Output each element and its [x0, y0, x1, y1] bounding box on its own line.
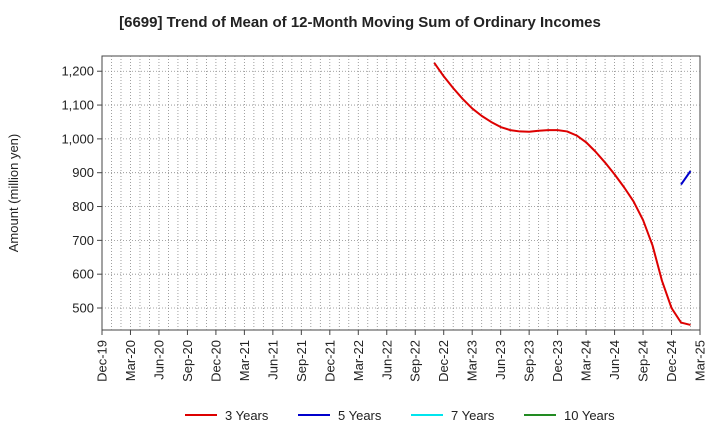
legend: 3 Years 5 Years 7 Years 10 Years	[185, 408, 615, 423]
x-tick-label: Mar-20	[123, 340, 138, 381]
x-tick-label: Mar-25	[693, 340, 708, 381]
y-tick-label: 600	[72, 267, 94, 282]
x-tick-label: Dec-22	[436, 340, 451, 382]
series-lines	[433, 62, 692, 326]
legend-label: 5 Years	[338, 408, 382, 423]
series-line-5-years	[680, 170, 692, 186]
y-tick-label: 700	[72, 233, 94, 248]
x-tick-label: Dec-24	[664, 340, 679, 382]
y-tick-label: 1,000	[61, 131, 94, 146]
x-axis: Dec-19 Mar-20 Jun-20 Sep-20 Dec-20 Mar-21 Jun-…	[95, 330, 708, 382]
y-tick-label: 1,200	[61, 64, 94, 79]
x-tick-label: Mar-23	[465, 340, 480, 381]
x-tick-label: Dec-21	[322, 340, 337, 382]
grid	[102, 56, 700, 330]
legend-label: 7 Years	[451, 408, 495, 423]
x-tick-label: Dec-20	[208, 340, 223, 382]
x-tick-label: Mar-24	[579, 340, 594, 381]
legend-label: 10 Years	[564, 408, 615, 423]
y-axis-label: Amount (million yen)	[6, 134, 21, 253]
legend-label: 3 Years	[225, 408, 269, 423]
y-tick-label: 1,100	[61, 98, 94, 113]
x-tick-label: Sep-21	[294, 340, 309, 382]
x-tick-label: Sep-23	[522, 340, 537, 382]
x-tick-label: Sep-22	[408, 340, 423, 382]
series-line-3-years	[433, 62, 691, 326]
chart-title: [6699] Trend of Mean of 12-Month Moving …	[119, 14, 601, 31]
x-tick-label: Jun-21	[265, 340, 280, 380]
x-tick-label: Mar-21	[237, 340, 252, 381]
x-tick-label: Sep-24	[636, 340, 651, 382]
x-tick-label: Mar-22	[351, 340, 366, 381]
x-tick-label: Dec-19	[95, 340, 110, 382]
y-axis: 500 600 700 800 900 1,000 1,100 1,200	[61, 64, 102, 316]
y-tick-label: 800	[72, 199, 94, 214]
x-tick-label: Jun-24	[607, 340, 622, 380]
x-tick-label: Dec-23	[550, 340, 565, 382]
x-tick-label: Sep-20	[180, 340, 195, 382]
y-tick-label: 900	[72, 165, 94, 180]
y-tick-label: 500	[72, 301, 94, 316]
x-tick-label: Jun-22	[379, 340, 394, 380]
x-tick-label: Jun-23	[493, 340, 508, 380]
plot-area	[101, 55, 701, 331]
x-tick-label: Jun-20	[151, 340, 166, 380]
